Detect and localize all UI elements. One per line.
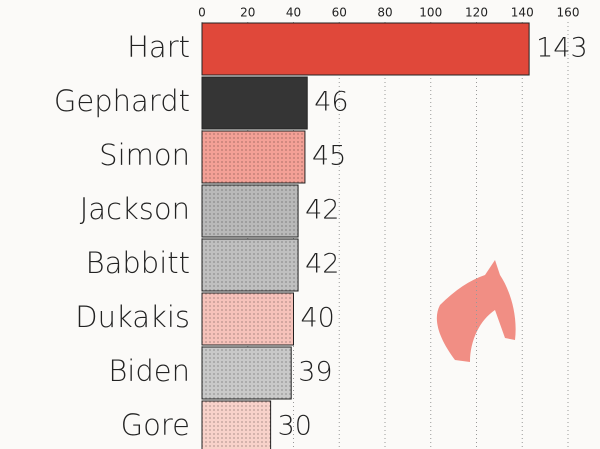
category-label: Simon — [99, 138, 190, 172]
bar-texture — [202, 239, 299, 291]
value-label: 39 — [298, 357, 332, 388]
category-label: Gephardt — [54, 84, 190, 118]
category-label: Gore — [121, 408, 190, 442]
value-label: 45 — [312, 141, 346, 172]
horse-decoration — [436, 260, 516, 362]
x-tick-label: 0 — [198, 6, 206, 20]
value-label: 46 — [314, 87, 348, 118]
category-label: Dukakis — [75, 300, 190, 334]
bar-texture — [202, 293, 294, 345]
value-label: 30 — [278, 411, 312, 442]
value-label: 40 — [301, 303, 335, 334]
x-tick-label: 100 — [419, 6, 442, 20]
category-label: Hart — [127, 30, 190, 64]
x-tick-label: 40 — [286, 6, 301, 20]
value-label: 42 — [305, 195, 339, 226]
x-tick-label: 20 — [240, 6, 255, 20]
value-label: 42 — [305, 249, 339, 280]
bar-texture — [202, 131, 305, 183]
bar-texture — [202, 401, 271, 449]
category-label: Babbitt — [86, 246, 190, 280]
x-tick-label: 140 — [511, 6, 534, 20]
bar — [201, 22, 530, 76]
category-label: Biden — [108, 354, 190, 388]
bar — [201, 76, 308, 130]
bar-texture — [202, 347, 292, 399]
x-tick-label: 160 — [557, 6, 580, 20]
x-tick-label: 80 — [377, 6, 392, 20]
x-tick-label: 120 — [465, 6, 488, 20]
x-tick-label: 60 — [332, 6, 347, 20]
bar-texture — [202, 185, 299, 237]
category-label: Jackson — [80, 192, 190, 226]
value-label: 143 — [536, 33, 588, 64]
